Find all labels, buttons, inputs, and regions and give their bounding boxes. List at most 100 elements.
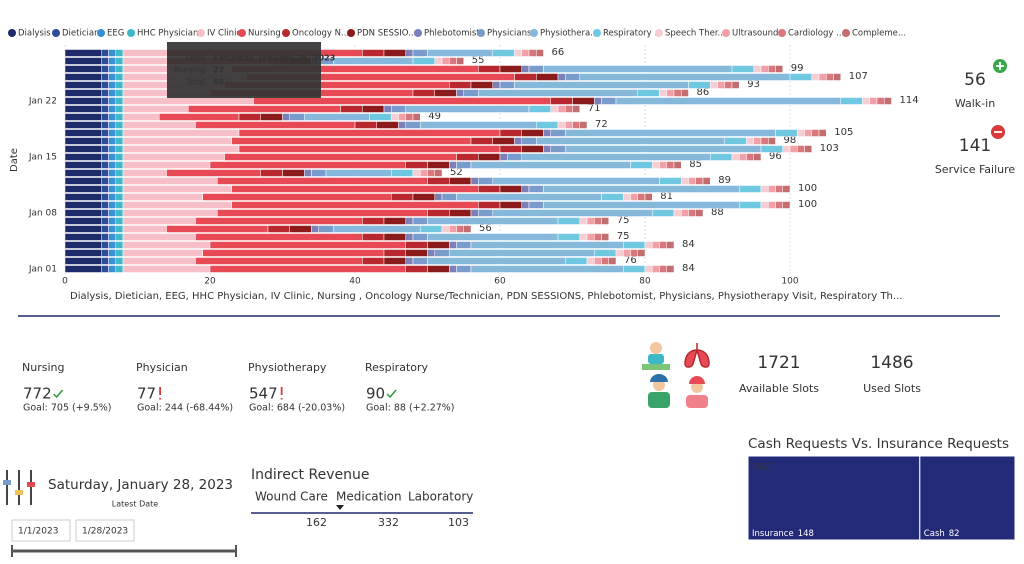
bar-segment (449, 265, 457, 273)
bar-segment (115, 265, 124, 273)
goal-title: Nursing (22, 361, 64, 374)
bar-segment (427, 249, 435, 257)
table-cell: 162 (306, 516, 327, 529)
treemap-title: Cash Requests Vs. Insurance Requests (748, 436, 1009, 452)
bar-segment (202, 193, 392, 201)
bar-segment (383, 233, 406, 241)
bar-segment (101, 57, 109, 65)
bar-segment (405, 113, 414, 121)
bar-segment (209, 241, 406, 249)
bar-segment (115, 209, 124, 217)
bar-segment (818, 129, 827, 137)
bar-segment (717, 81, 725, 89)
legend-label: Physiothera... (540, 29, 598, 39)
bar-segment (108, 241, 116, 249)
bar-segment (115, 73, 124, 81)
bar-segment (615, 97, 841, 105)
bar-segment (260, 169, 283, 177)
bar-segment (231, 185, 479, 193)
bar-segment (289, 225, 312, 233)
bar-segment (101, 265, 109, 273)
bar-segment (456, 241, 472, 249)
bar-segment (637, 193, 646, 201)
bar-segment (688, 177, 696, 185)
bar-segment (122, 209, 218, 217)
bar-segment (521, 145, 544, 153)
table-header: Wound Care (255, 490, 328, 504)
bar-segment (412, 233, 428, 241)
bar-segment (115, 217, 124, 225)
bar-segment (238, 145, 501, 153)
bar-segment (427, 257, 566, 265)
bar-segment (427, 233, 559, 241)
total-label: 76 (624, 255, 637, 266)
bar-segment (420, 225, 443, 233)
bar-segment (521, 201, 530, 209)
bar-segment (536, 49, 544, 57)
legend-label: IV Clinic (207, 29, 241, 39)
bar-segment (115, 169, 124, 177)
bar-segment (528, 65, 544, 73)
bar-segment (398, 121, 406, 129)
bar-segment (572, 97, 595, 105)
bar-segment (420, 169, 428, 177)
bar-segment (115, 225, 124, 233)
bar-segment (630, 161, 653, 169)
bar-segment (115, 177, 124, 185)
bar-segment (108, 153, 116, 161)
bar-segment (652, 265, 660, 273)
x-tick-label: 40 (349, 277, 361, 287)
bar-segment (557, 73, 566, 81)
bar-segment (108, 249, 116, 257)
bar-segment (238, 129, 501, 137)
start-date-box[interactable] (11, 519, 71, 542)
bar-segment (362, 257, 385, 265)
bar-segment (101, 153, 109, 161)
bar-segment (159, 113, 240, 121)
bar-segment (630, 193, 638, 201)
bar-segment (101, 225, 109, 233)
bar-segment (64, 233, 102, 241)
bar-segment (449, 81, 472, 89)
bar-segment (115, 257, 124, 265)
end-date-box[interactable] (75, 519, 135, 542)
bar-segment (492, 137, 515, 145)
bar-segment (521, 49, 530, 57)
bar-segment (681, 89, 689, 97)
bar-segment (521, 65, 530, 73)
bar-segment (644, 265, 653, 273)
total-label: 114 (900, 95, 919, 106)
bar-segment (108, 73, 116, 81)
slots-value: 1486 (870, 353, 913, 373)
bar-segment (449, 225, 457, 233)
slots-value: 1721 (757, 353, 800, 373)
total-label: 49 (428, 111, 441, 122)
total-label: 81 (660, 191, 673, 202)
bar-segment (543, 145, 551, 153)
bar-segment (122, 137, 232, 145)
bar-segment (101, 73, 109, 81)
tooltip-key: Nursing (174, 66, 205, 75)
bar-segment (478, 209, 493, 217)
bar-segment (789, 73, 812, 81)
bar-segment (470, 161, 631, 169)
bar-segment (557, 105, 566, 113)
bar-segment (833, 73, 841, 81)
total-label: 107 (849, 71, 868, 82)
bar-segment (101, 89, 109, 97)
bar-segment (340, 105, 363, 113)
sort-indicator (336, 505, 344, 510)
bar-segment (64, 105, 102, 113)
total-label: 72 (595, 119, 608, 130)
bar-segment (594, 217, 602, 225)
total-label: 93 (747, 79, 760, 90)
bar-segment (695, 177, 704, 185)
treemap-label: Insurance 148 (752, 529, 814, 539)
bar-segment (217, 177, 428, 185)
legend-label: Compleme... (852, 29, 906, 39)
bar-segment (101, 137, 109, 145)
bar-segment (260, 113, 283, 121)
bar-segment (666, 89, 675, 97)
bar-segment (369, 113, 392, 121)
bar-segment (420, 121, 537, 129)
